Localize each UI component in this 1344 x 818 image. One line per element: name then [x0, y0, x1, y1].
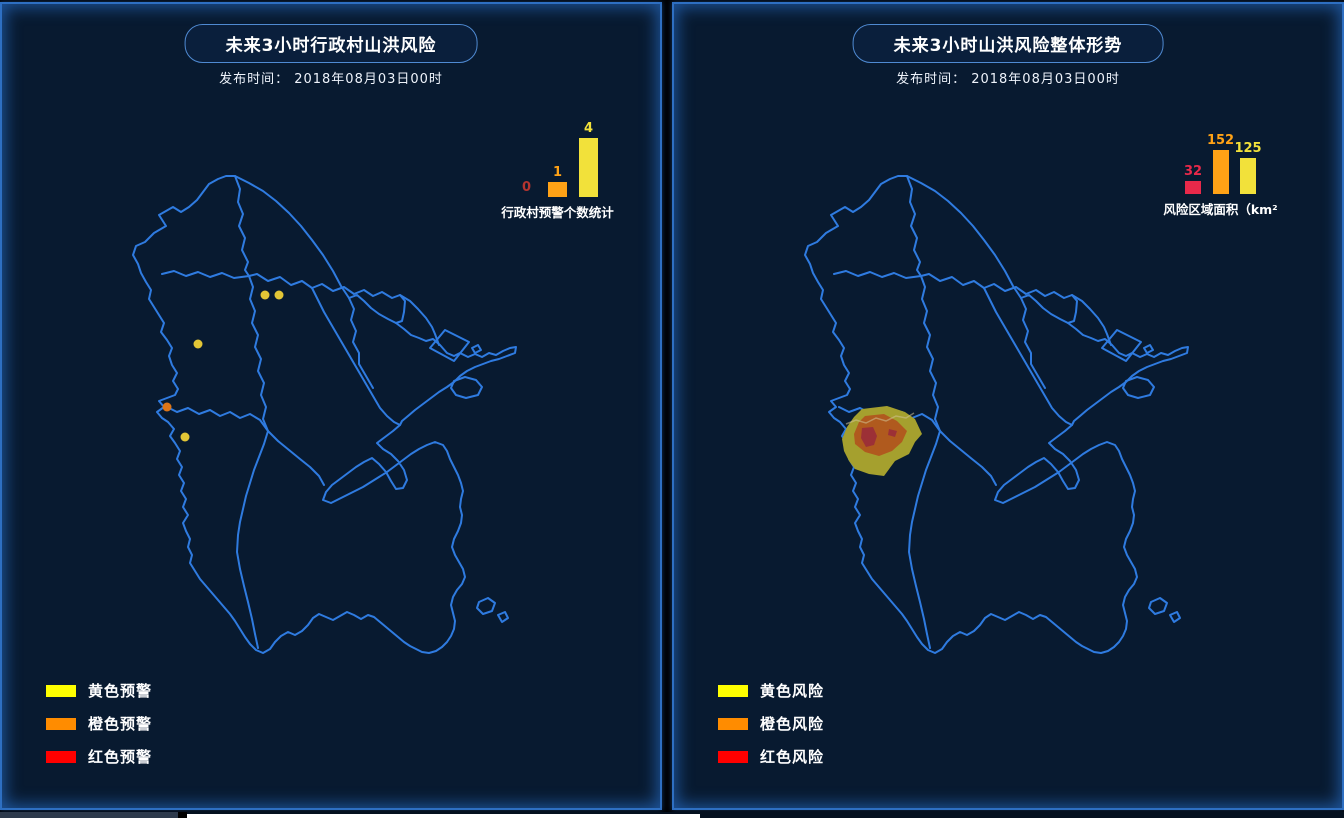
district-boundary — [399, 294, 440, 346]
bottom-white-strip — [187, 814, 700, 818]
district-boundary — [833, 270, 1078, 324]
panel-overall-flood-risk: 未来3小时山洪风险整体形势 发布时间： 2018年08月03日00时 32 15… — [672, 2, 1344, 810]
chart-caption: 风险区域面积（km² — [1163, 202, 1278, 217]
village-warning-count-chart[interactable]: 0 1 4 行政村预警个数统计 — [501, 117, 614, 221]
bar-column-orange[interactable]: 1 — [548, 166, 567, 197]
red-swatch-icon — [46, 750, 76, 763]
warning-village-dot[interactable] — [162, 402, 172, 412]
district-boundary — [1020, 297, 1046, 389]
district-boundary — [166, 406, 269, 432]
island-outline — [429, 329, 470, 362]
panel-village-flood-risk: 未来3小时行政村山洪风险 发布时间： 2018年08月03日00时 0 1 4 … — [0, 2, 662, 810]
island-outline — [1148, 597, 1168, 615]
legend-item-yellow-risk[interactable]: 黄色风险 — [718, 680, 824, 701]
legend-label: 橙色风险 — [760, 715, 825, 733]
risk-area-chart[interactable]: 32 152 125 风险区域面积（km² — [1163, 132, 1277, 218]
district-boundary — [920, 275, 997, 486]
legend-label: 橙色预警 — [88, 715, 153, 733]
legend-label: 黄色预警 — [88, 682, 153, 700]
yellow-swatch-icon — [718, 684, 748, 697]
bar-orange[interactable] — [1212, 150, 1229, 194]
legend-label: 红色风险 — [760, 748, 825, 766]
island-outline — [1143, 344, 1154, 354]
bar-yellow[interactable] — [1240, 158, 1256, 194]
bar-value-label: 0 — [521, 180, 532, 195]
bar-value-label: 4 — [583, 121, 594, 136]
bar-column-yellow[interactable]: 125 — [1234, 142, 1262, 194]
warning-village-dot[interactable] — [260, 290, 270, 300]
risk-area-region[interactable] — [861, 427, 877, 447]
legend-item-orange-risk[interactable]: 橙色风险 — [718, 713, 824, 734]
bar-red[interactable] — [1185, 181, 1201, 194]
district-boundary — [234, 175, 250, 277]
bar-value-label: 32 — [1183, 164, 1203, 179]
red-swatch-icon — [718, 750, 748, 763]
bottom-black-gap — [178, 812, 187, 818]
publish-time-left: 发布时间： 2018年08月03日00时 — [219, 72, 443, 87]
legend-item-yellow-warning[interactable]: 黄色预警 — [46, 680, 152, 701]
ningbo-region-map-left[interactable] — [2, 4, 660, 808]
bottom-gray-bar — [0, 812, 178, 818]
legend-item-red-warning[interactable]: 红色预警 — [46, 746, 152, 767]
island-outline — [1101, 329, 1142, 362]
bar-column-red[interactable]: 0 — [517, 181, 536, 197]
legend-item-red-risk[interactable]: 红色风险 — [718, 746, 824, 767]
chart-caption: 行政村预警个数统计 — [501, 205, 614, 220]
island-outline — [1122, 376, 1155, 399]
district-boundary — [348, 297, 374, 389]
legend-item-orange-warning[interactable]: 橙色预警 — [46, 713, 152, 734]
bar-value-label: 1 — [552, 165, 563, 180]
island-outline — [476, 597, 496, 615]
bar-value-label: 125 — [1234, 141, 1262, 156]
warning-village-dot[interactable] — [274, 290, 284, 300]
island-outline — [450, 376, 483, 399]
publish-time-right: 发布时间： 2018年08月03日00时 — [896, 72, 1120, 87]
district-boundary — [1071, 294, 1112, 346]
bar-column-red[interactable]: 32 — [1183, 164, 1203, 194]
bar-group: 32 152 125 — [1183, 132, 1262, 194]
panel-title-right: 未来3小时山洪风险整体形势 — [852, 24, 1164, 63]
warning-village-dot[interactable] — [193, 339, 203, 349]
district-boundary — [906, 175, 922, 277]
district-boundary — [908, 430, 941, 649]
island-outline — [471, 344, 482, 354]
legend-label: 红色预警 — [88, 748, 153, 766]
bar-group: 0 1 4 — [517, 117, 598, 197]
ningbo-region-map-right[interactable] — [674, 4, 1332, 808]
boundary-over-risk-area — [845, 412, 915, 425]
bar-column-orange[interactable]: 152 — [1207, 134, 1234, 194]
bar-yellow[interactable] — [579, 138, 598, 197]
island-outline — [1169, 611, 1181, 623]
yellow-swatch-icon — [46, 684, 76, 697]
island-outline — [497, 611, 509, 623]
orange-swatch-icon — [718, 717, 748, 730]
legend-label: 黄色风险 — [760, 682, 825, 700]
orange-swatch-icon — [46, 717, 76, 730]
risk-area-region[interactable] — [888, 429, 897, 437]
mainland-boundary[interactable] — [804, 175, 1189, 654]
mainland-boundary[interactable] — [132, 175, 517, 654]
bar-orange[interactable] — [548, 182, 567, 197]
legend-left: 黄色预警 橙色预警 红色预警 — [46, 680, 152, 767]
district-boundary — [248, 275, 325, 486]
district-boundary — [311, 287, 401, 426]
district-boundary — [236, 430, 269, 649]
warning-village-dot[interactable] — [180, 432, 190, 442]
district-boundary — [161, 270, 406, 324]
bar-column-yellow[interactable]: 4 — [579, 122, 598, 197]
screen-bottom-edge — [0, 812, 1344, 818]
panel-title-left: 未来3小时行政村山洪风险 — [184, 24, 478, 63]
district-boundary — [983, 287, 1073, 426]
bar-value-label: 152 — [1206, 133, 1235, 148]
legend-right: 黄色风险 橙色风险 红色风险 — [718, 680, 824, 767]
